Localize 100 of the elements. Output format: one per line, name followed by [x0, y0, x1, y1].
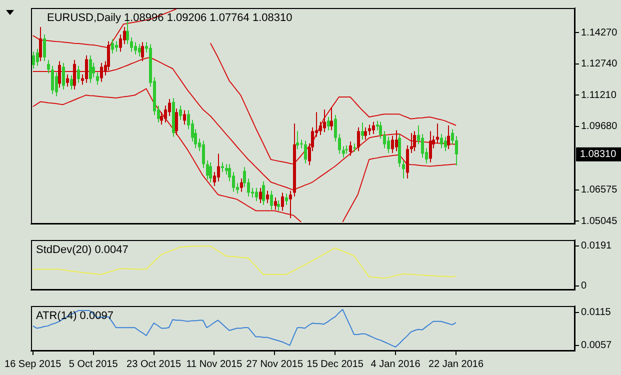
candlestick: [85, 54, 88, 84]
candlestick: [96, 72, 99, 86]
candlestick: [115, 40, 118, 52]
x-tick-label: 22 Jan 2016: [428, 358, 484, 370]
y-tick-label: 1.11210: [581, 90, 617, 101]
candlestick: [300, 139, 303, 149]
candlestick: [262, 180, 265, 206]
candlestick: [73, 60, 76, 90]
candlestick: [179, 105, 182, 120]
y-tick-label: 1.14270: [581, 27, 618, 38]
candlestick: [451, 128, 454, 145]
candlestick: [111, 38, 114, 54]
candlestick: [202, 140, 205, 169]
y-tick-label: 1.09680: [581, 121, 618, 132]
candlestick: [444, 136, 447, 152]
candlestick: [338, 133, 341, 154]
candlestick: [368, 124, 371, 136]
candlestick: [36, 48, 39, 66]
candlestick: [134, 42, 137, 56]
candlestick: [130, 36, 133, 52]
candlestick: [357, 126, 360, 152]
candlestick: [123, 26, 126, 45]
candlestick: [289, 190, 292, 219]
x-tick-label: 23 Oct 2015: [126, 358, 182, 370]
candlestick: [455, 136, 458, 166]
candlestick: [304, 140, 307, 164]
candlestick: [32, 51, 35, 70]
candlestick: [206, 160, 209, 180]
candlestick: [255, 187, 258, 202]
candlestick: [175, 108, 178, 136]
candlestick: [281, 192, 284, 212]
candlestick: [391, 135, 394, 154]
candlestick: [58, 60, 61, 88]
candlestick: [342, 146, 345, 158]
candlestick: [259, 187, 262, 204]
candlestick: [323, 108, 326, 133]
y-tick-label: 0.0191: [581, 240, 612, 252]
candlestick: [327, 116, 330, 131]
candlestick: [387, 136, 390, 154]
candlestick: [100, 62, 103, 82]
candlestick: [266, 190, 269, 204]
candlestick: [225, 164, 228, 176]
candlestick: [70, 74, 73, 90]
candlestick: [330, 106, 333, 131]
y-tick-label: 0.0057: [581, 340, 612, 352]
x-tick-label: 5 Oct 2015: [68, 358, 118, 370]
candlestick: [349, 141, 352, 156]
candlestick: [413, 130, 416, 152]
x-tick-label: 16 Sep 2015: [4, 358, 62, 370]
candlestick: [168, 98, 171, 116]
candlestick: [345, 144, 348, 154]
candlestick: [39, 26, 42, 62]
candlestick: [43, 34, 46, 62]
candlestick: [410, 132, 413, 154]
candlestick: [270, 190, 273, 210]
candlestick: [119, 34, 122, 52]
candlestick: [51, 65, 54, 95]
candlestick: [138, 44, 141, 57]
candlestick: [89, 54, 92, 84]
candlestick: [183, 110, 186, 126]
candlestick: [92, 62, 95, 78]
x-tick-label: 4 Jan 2016: [370, 358, 421, 370]
candlestick: [47, 60, 50, 74]
candlestick: [372, 121, 375, 134]
candlestick: [319, 121, 322, 136]
candlestick: [402, 160, 405, 179]
candlestick: [240, 178, 243, 192]
x-tick-label: 27 Nov 2015: [246, 358, 304, 370]
candlestick: [429, 130, 432, 163]
candlestick: [361, 122, 364, 140]
candlestick: [217, 153, 220, 182]
candlestick: [440, 133, 443, 149]
candlestick: [364, 126, 367, 140]
y-tick-label: 1.06575: [581, 184, 618, 196]
y-tick-label: 1.05045: [581, 216, 618, 227]
candlestick: [296, 130, 299, 150]
candlestick: [447, 124, 450, 150]
chart-title: StdDev(20) 0.0047: [36, 244, 128, 256]
candlestick: [383, 130, 386, 149]
y-tick-label: 1.12740: [581, 58, 618, 70]
candlestick: [334, 114, 337, 142]
x-tick-label: 15 Dec 2015: [306, 358, 364, 370]
candlestick: [126, 20, 129, 45]
candlestick: [277, 200, 280, 212]
y-tick-label: 0.0115: [581, 307, 612, 318]
candlestick: [274, 196, 277, 210]
candlestick: [77, 65, 80, 84]
candlestick: [160, 112, 163, 126]
candlestick: [209, 162, 212, 183]
candlestick: [232, 171, 235, 192]
candlestick: [395, 130, 398, 152]
candlestick: [379, 121, 382, 140]
text: 1.08310: [580, 149, 617, 160]
candlestick: [164, 105, 167, 124]
candlestick: [66, 74, 69, 88]
candlestick: [62, 62, 65, 90]
candlestick: [55, 72, 58, 97]
candlestick: [406, 144, 409, 179]
candlestick: [421, 133, 424, 158]
candlestick: [141, 42, 144, 62]
